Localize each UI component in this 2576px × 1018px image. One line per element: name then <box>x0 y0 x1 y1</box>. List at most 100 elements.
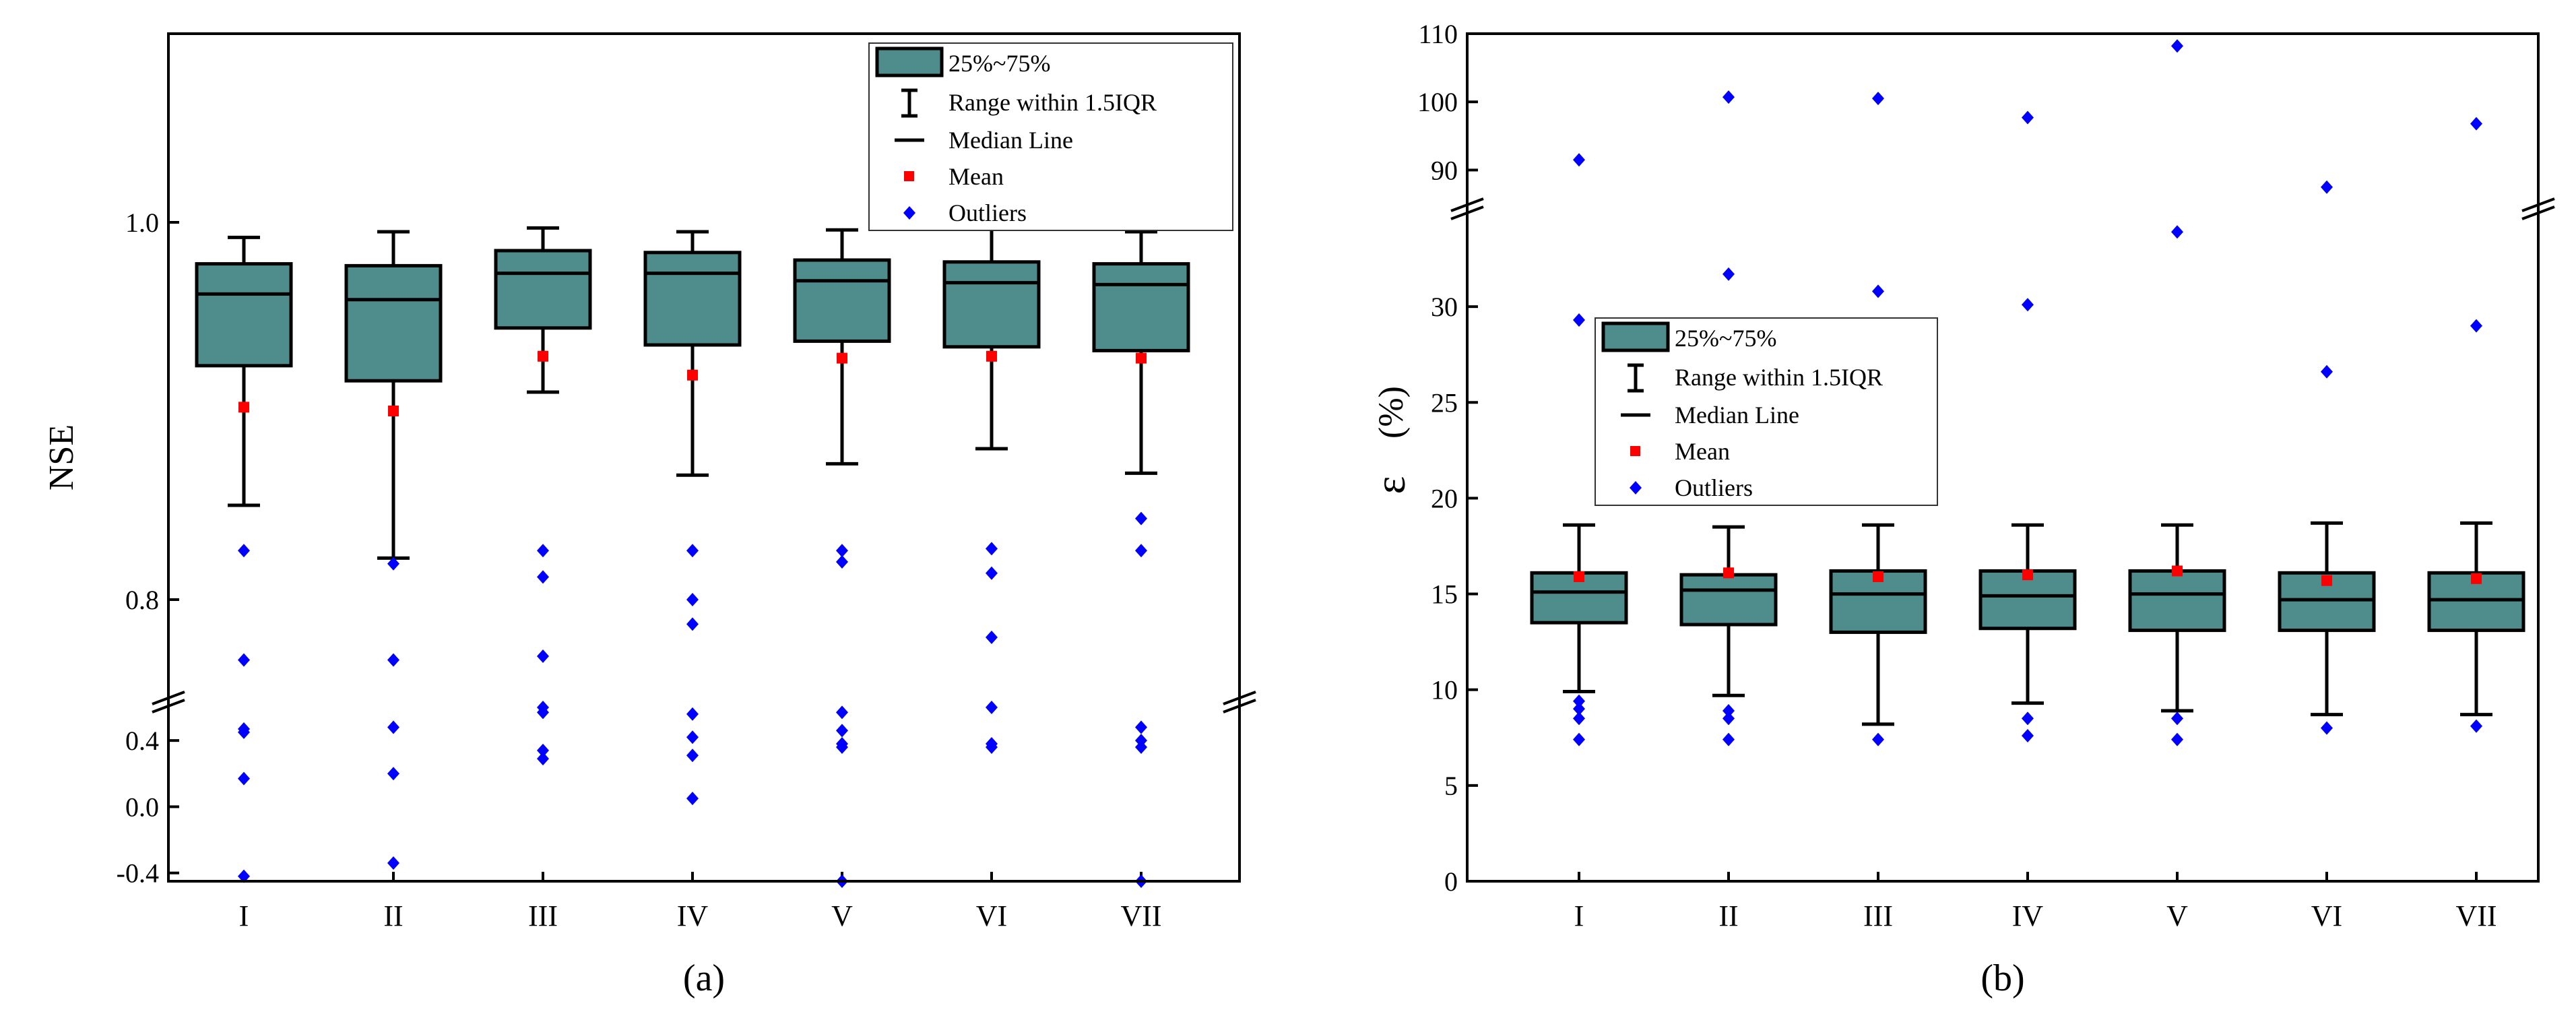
y-tick-label: -0.4 <box>117 858 159 889</box>
axis-break-b <box>1450 197 2555 220</box>
y-tick-label: 20 <box>1431 483 1458 513</box>
outlier-point <box>1722 703 1735 718</box>
panel-b-ylabel-symbol: ε <box>1366 476 1414 495</box>
outlier-point <box>1135 544 1147 558</box>
y-tick-label: 0.0 <box>125 792 159 822</box>
outlier-point <box>2022 110 2034 125</box>
iqr-box <box>1978 569 2077 631</box>
outlier-point <box>2022 298 2034 312</box>
outlier-point <box>2022 728 2034 742</box>
outlier-point <box>686 749 699 763</box>
panel-a-ylabel: NSE <box>42 424 81 490</box>
outlier-point <box>686 593 699 606</box>
outlier-point <box>686 707 699 721</box>
mean-marker <box>388 406 399 416</box>
iqr-box <box>2278 571 2376 633</box>
outlier-point <box>1573 732 1585 746</box>
iqr-box <box>643 251 742 347</box>
legend-label-range: Range within 1.5IQR <box>1675 364 1883 391</box>
outlier-point <box>986 740 998 754</box>
iqr-box <box>195 262 293 368</box>
outlier-point <box>2022 711 2034 726</box>
outlier-point <box>537 752 549 766</box>
outlier-point <box>537 705 549 720</box>
outlier-point <box>836 544 848 558</box>
boxplot-II <box>344 230 443 870</box>
axis-break-a <box>152 691 1256 713</box>
legend-outlier-swatch <box>903 206 915 220</box>
x-tick-label-III: III <box>1863 899 1893 932</box>
y-tick-label: 0.8 <box>125 585 159 615</box>
y-tick-label: 5 <box>1444 771 1458 801</box>
panel-b-ylabel: ε (%) <box>1366 386 1414 494</box>
outlier-point <box>238 653 250 667</box>
outlier-point <box>537 544 549 558</box>
x-tick-label-VI: VI <box>2311 899 2342 932</box>
legend-label-range: Range within 1.5IQR <box>948 89 1157 116</box>
panel-a-caption: (a) <box>683 957 725 999</box>
y-tick-label: 30 <box>1431 292 1458 322</box>
outlier-point <box>1872 92 1884 106</box>
boxplot-I <box>195 235 293 883</box>
outlier-point <box>1135 511 1147 526</box>
outlier-point <box>537 649 549 663</box>
boxplot-V <box>2128 39 2226 746</box>
outlier-point <box>986 566 998 580</box>
outlier-point <box>836 724 848 738</box>
legend-label-mean: Mean <box>948 163 1004 190</box>
outlier-point <box>2171 39 2183 53</box>
legend-label-median: Median Line <box>948 127 1073 154</box>
mean-marker <box>1873 571 1883 582</box>
outlier-point <box>1573 711 1585 726</box>
x-tick-label-IV: IV <box>2012 899 2044 932</box>
outlier-point <box>537 570 549 584</box>
legend-whisker-swatch <box>1628 363 1644 393</box>
outlier-point <box>1573 313 1585 327</box>
legend-mean-swatch <box>1630 446 1640 456</box>
outlier-point <box>1722 711 1735 726</box>
panel-a-axes-frame <box>167 32 1241 883</box>
outlier-point <box>387 767 399 781</box>
mean-marker <box>1723 567 1734 579</box>
outlier-point <box>836 740 848 754</box>
x-tick-label-II: II <box>383 899 403 932</box>
legend-label-outliers: Outliers <box>1675 474 1753 501</box>
x-tick-label-I: I <box>239 899 249 932</box>
x-tick-label-I: I <box>1574 899 1584 932</box>
legend-label-mean: Mean <box>1675 438 1730 465</box>
iqr-box <box>2427 571 2525 633</box>
outlier-point <box>1872 732 1884 746</box>
outlier-point <box>238 869 250 883</box>
x-tick-label-VI: VI <box>976 899 1007 932</box>
x-tick-label-II: II <box>1718 899 1738 932</box>
outlier-point <box>1573 153 1585 167</box>
panel-b-legend: 25%~75% Range within 1.5IQR Median Line … <box>1595 317 1938 506</box>
mean-marker <box>2172 565 2183 577</box>
outlier-point <box>2321 180 2333 194</box>
outlier-point <box>2171 732 2183 746</box>
outlier-point <box>238 544 250 558</box>
mean-marker <box>2022 569 2033 581</box>
panel-a-nse-boxplot: -0.40.00.40.81.0I II III IV V VI VII NSE (a) 2… <box>42 32 1256 999</box>
outlier-point <box>1722 90 1735 104</box>
boxplot-VI <box>2278 180 2376 735</box>
iqr-box <box>344 263 443 383</box>
outlier-point <box>686 792 699 806</box>
legend-label-median: Median Line <box>1675 402 1799 428</box>
outlier-point <box>387 720 399 734</box>
x-tick-label-V: V <box>2166 899 2188 932</box>
outlier-point <box>2171 225 2183 239</box>
outlier-point <box>2470 117 2482 131</box>
outlier-point <box>686 730 699 744</box>
outlier-point <box>387 856 399 870</box>
outlier-point <box>686 544 699 558</box>
panel-b-caption: (b) <box>1981 957 2024 999</box>
y-tick-label: 10 <box>1431 675 1458 705</box>
outlier-point <box>1135 740 1147 754</box>
outlier-point <box>238 771 250 786</box>
outlier-point <box>1872 284 1884 298</box>
y-tick-label: 0.4 <box>125 726 159 756</box>
panel-b-ylabel-unit: (%) <box>1372 386 1411 439</box>
